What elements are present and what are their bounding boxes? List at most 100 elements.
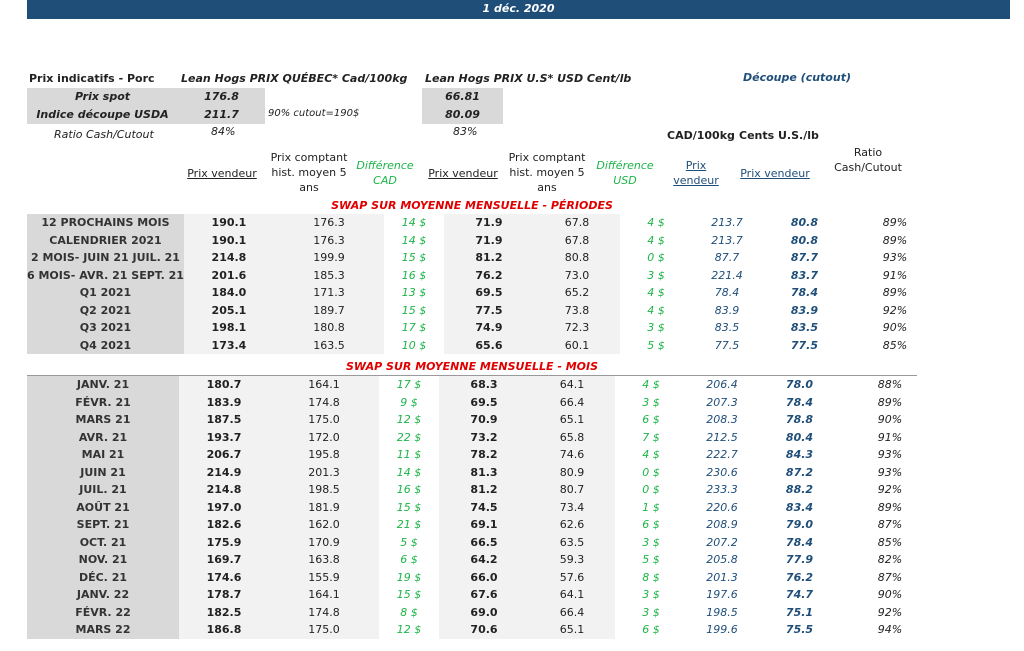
row-label: Q4 2021 xyxy=(27,336,184,354)
cutout-cents: 84.3 xyxy=(785,448,814,462)
table-row: JUIN 21 214.9 201.3 14 $ 81.3 80.9 0 $ 230.6 87.… xyxy=(27,463,938,481)
date-label: 1 déc. 2020 xyxy=(482,2,555,15)
cutout-cents: 78.4 xyxy=(785,535,814,549)
table-row: OCT. 21 175.9 170.9 5 $ 66.5 63.5 3 $ 207.2 78.4… xyxy=(27,533,938,551)
cutout-cents: 79.0 xyxy=(785,518,814,532)
prix-vendeur-cad: 205.1 xyxy=(183,301,274,319)
row-label: JUIL. 21 xyxy=(27,481,179,499)
hist-moyen-cad: 155.9 xyxy=(269,568,379,586)
table-row: 2 MOIS- JUIN 21 JUIL. 21 214.8 199.9 15 $ 81… xyxy=(27,249,943,267)
prix-vendeur-usd: 71.9 xyxy=(443,231,534,249)
ratio-cash-cutout: 88% xyxy=(877,378,903,392)
prix-vendeur-usd: 81.2 xyxy=(443,249,534,267)
table-row: SEPT. 21 182.6 162.0 21 $ 69.1 62.6 6 $ 208.9 79… xyxy=(27,516,938,534)
section-divider xyxy=(27,375,917,376)
difference-usd: 6 $ xyxy=(642,413,660,427)
prix-vendeur-cad: 186.8 xyxy=(179,621,269,639)
cutout-cents: 83.9 xyxy=(790,303,819,317)
ratio-quebec: 84% xyxy=(211,125,236,138)
table-row: AOÛT 21 197.0 181.9 15 $ 74.5 73.4 1 $ 220.6 83.… xyxy=(27,498,938,516)
difference-cad: 15 $ xyxy=(401,303,427,317)
row-label: MARS 21 xyxy=(27,411,179,429)
prix-vendeur-usd: 68.3 xyxy=(439,376,529,394)
prix-vendeur-cad: 178.7 xyxy=(179,586,269,604)
hist-moyen-cad: 174.8 xyxy=(269,393,379,411)
difference-usd: 4 $ xyxy=(647,286,665,300)
cutout-cad: 213.7 xyxy=(711,216,743,230)
cutout-cents: 75.5 xyxy=(785,623,814,637)
table-row: MAI 21 206.7 195.8 11 $ 78.2 74.6 4 $ 222.7 84.3… xyxy=(27,446,938,464)
section-periods-title: SWAP SUR MOYENNE MENSUELLE - PÉRIODES xyxy=(331,199,613,212)
cents-unit: Cents U.S./lb xyxy=(739,129,819,142)
prix-vendeur-usd: 66.0 xyxy=(439,568,529,586)
ratio-cash-cutout: 91% xyxy=(877,430,903,444)
difference-cad: 15 $ xyxy=(396,588,422,602)
difference-cad: 16 $ xyxy=(401,268,427,282)
prix-vendeur-cad: 214.9 xyxy=(179,463,269,481)
spot-us: 66.81 xyxy=(422,88,503,106)
cutout-cad: 212.5 xyxy=(706,430,738,444)
table-row: NOV. 21 169.7 163.8 6 $ 64.2 59.3 5 $ 205.8 77.9… xyxy=(27,551,938,569)
cutout-cad: 208.3 xyxy=(706,413,738,427)
cutout-cad: 207.2 xyxy=(706,535,738,549)
difference-usd: 0 $ xyxy=(642,483,660,497)
section-months-title: SWAP SUR MOYENNE MENSUELLE - MOIS xyxy=(345,360,599,373)
ratio-cash-cutout: 90% xyxy=(882,321,908,335)
cutout-cents: 80.4 xyxy=(785,430,814,444)
hist-moyen-usd: 73.4 xyxy=(529,498,615,516)
header-prix-vendeur-cents: Prix vendeur xyxy=(740,167,810,180)
difference-cad: 17 $ xyxy=(401,321,427,335)
cutout-cad: 213.7 xyxy=(711,233,743,247)
header-diff-cad: Différence CAD xyxy=(356,159,414,187)
difference-cad: 6 $ xyxy=(400,553,418,567)
difference-usd: 1 $ xyxy=(642,500,660,514)
table-row: MARS 22 186.8 175.0 12 $ 70.6 65.1 6 $ 199.6 75.… xyxy=(27,621,938,639)
prix-vendeur-usd: 74.5 xyxy=(439,498,529,516)
header-hist-us: Prix comptant hist. moyen 5 ans xyxy=(508,151,586,194)
difference-cad: 5 $ xyxy=(400,535,418,549)
hist-moyen-usd: 59.3 xyxy=(529,551,615,569)
cutout-cad: 205.8 xyxy=(706,553,738,567)
ratio-cash-cutout: 90% xyxy=(877,588,903,602)
hist-moyen-cad: 164.1 xyxy=(269,376,379,394)
row-label: CALENDRIER 2021 xyxy=(27,231,184,249)
hist-moyen-usd: 64.1 xyxy=(529,376,615,394)
prix-vendeur-usd: 70.6 xyxy=(439,621,529,639)
ratio-cash-cutout: 89% xyxy=(877,395,903,409)
cutout-title: Découpe (cutout) xyxy=(743,71,851,84)
ratio-cash-cutout: 87% xyxy=(877,518,903,532)
hist-moyen-cad: 163.5 xyxy=(273,336,384,354)
prix-vendeur-usd: 66.5 xyxy=(439,533,529,551)
difference-usd: 0 $ xyxy=(647,251,665,265)
spot-label: Prix spot xyxy=(27,88,178,106)
hist-moyen-cad: 176.3 xyxy=(273,214,384,232)
difference-cad: 11 $ xyxy=(396,448,422,462)
cutout-cents: 76.2 xyxy=(785,570,814,584)
row-label: Q3 2021 xyxy=(27,319,184,337)
prix-vendeur-usd: 67.6 xyxy=(439,586,529,604)
difference-usd: 7 $ xyxy=(642,430,660,444)
hist-moyen-usd: 80.7 xyxy=(529,481,615,499)
difference-usd: 5 $ xyxy=(642,553,660,567)
difference-cad: 15 $ xyxy=(396,500,422,514)
difference-cad: 12 $ xyxy=(396,623,422,637)
hist-moyen-usd: 65.2 xyxy=(533,284,620,302)
prix-vendeur-usd: 69.5 xyxy=(439,393,529,411)
prix-vendeur-usd: 81.3 xyxy=(439,463,529,481)
cad-unit: CAD/100kg xyxy=(667,129,735,142)
hist-moyen-cad: 176.3 xyxy=(273,231,384,249)
table-row: 6 MOIS- AVR. 21 SEPT. 21 201.6 185.3 16 $ 76… xyxy=(27,266,943,284)
table-row: AVR. 21 193.7 172.0 22 $ 73.2 65.8 7 $ 212.5 80.… xyxy=(27,428,938,446)
prix-vendeur-cad: 214.8 xyxy=(179,481,269,499)
row-label: AOÛT 21 xyxy=(27,498,179,516)
row-label: Q1 2021 xyxy=(27,284,184,302)
prix-vendeur-cad: 169.7 xyxy=(179,551,269,569)
header-diff-usd: Différence USD xyxy=(596,159,654,187)
table-row: JUIL. 21 214.8 198.5 16 $ 81.2 80.7 0 $ 233.3 88… xyxy=(27,481,938,499)
ratio-cash-cutout: 82% xyxy=(877,553,903,567)
hist-moyen-cad: 172.0 xyxy=(269,428,379,446)
row-label: 2 MOIS- JUIN 21 JUIL. 21 xyxy=(27,249,184,267)
ratio-label: Ratio Cash/Cutout xyxy=(54,128,154,141)
usda-us: 80.09 xyxy=(422,106,503,124)
hist-moyen-usd: 67.8 xyxy=(533,214,620,232)
